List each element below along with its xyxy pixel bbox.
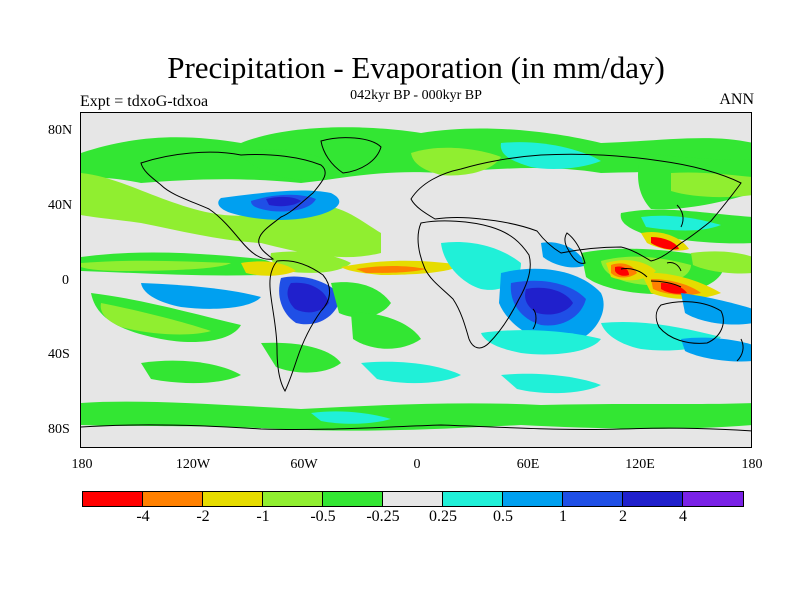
colorbar-label: 0.25 [429,508,457,525]
colorbar-label: -1 [256,508,270,525]
y-tick-label: 40S [48,347,70,362]
colorbar-label: -4 [136,508,150,525]
x-tick-label: 0 [413,457,421,472]
y-tick-label: 0 [62,273,69,288]
colorbar-swatch [443,492,503,506]
colorbar-swatch [623,492,683,506]
colorbar-swatch [383,492,443,506]
page-title: Precipitation - Evaporation (in mm/day) [167,50,665,85]
colorbar-label: 2 [619,508,627,525]
coastline-layer [81,137,751,432]
x-tick-label: 180 [741,457,763,472]
y-tick-label: 80N [48,123,73,138]
anomaly-fill-layer [81,127,751,431]
colorbar-swatch [503,492,563,506]
x-tick-label: 60E [516,457,540,472]
colorbar-swatch [263,492,323,506]
page-subtitle: 042kyr BP - 000kyr BP [350,88,482,103]
colorbar-swatch [323,492,383,506]
x-tick-label: 120E [625,457,655,472]
colorbar-swatch [143,492,203,506]
colorbar-swatch [563,492,623,506]
colorbar [82,491,744,507]
colorbar-label: -0.5 [310,508,336,525]
colorbar-swatch [683,492,743,506]
colorbar-label: -0.25 [366,508,400,525]
x-tick-label: 60W [290,457,318,472]
colorbar-label: 0.5 [493,508,513,525]
x-tick-label: 180 [71,457,93,472]
y-tick-label: 80S [48,422,70,437]
season-label: ANN [719,91,754,108]
colorbar-swatch [83,492,143,506]
colorbar-label: -2 [196,508,210,525]
x-tick-label: 120W [175,457,211,472]
experiment-label: Expt = tdxoG-tdxoa [80,93,209,110]
colorbar-label: 4 [679,508,687,525]
world-map [81,127,751,432]
colorbar-swatch [203,492,263,506]
colorbar-label: 1 [559,508,567,525]
y-tick-label: 40N [48,198,73,213]
map-panel [80,112,752,448]
